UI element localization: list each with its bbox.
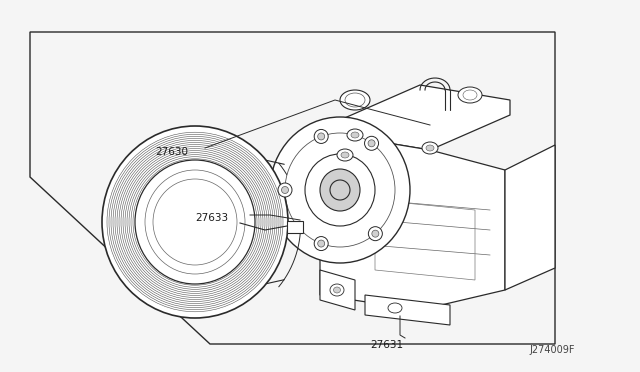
Ellipse shape (278, 183, 292, 197)
Ellipse shape (463, 90, 477, 100)
Ellipse shape (426, 145, 434, 151)
Ellipse shape (330, 284, 344, 296)
Ellipse shape (340, 90, 370, 110)
Polygon shape (340, 85, 510, 150)
Ellipse shape (145, 170, 245, 274)
Ellipse shape (314, 129, 328, 144)
Ellipse shape (282, 186, 289, 193)
Polygon shape (365, 295, 450, 325)
Ellipse shape (285, 133, 395, 247)
Ellipse shape (135, 160, 255, 284)
Ellipse shape (330, 180, 350, 200)
Text: 27631: 27631 (370, 340, 403, 350)
Ellipse shape (341, 152, 349, 158)
Ellipse shape (365, 136, 378, 150)
Ellipse shape (333, 287, 340, 293)
Polygon shape (505, 145, 555, 290)
Ellipse shape (422, 142, 438, 154)
Polygon shape (320, 270, 355, 310)
Ellipse shape (388, 303, 402, 313)
Polygon shape (320, 135, 505, 310)
Ellipse shape (337, 149, 353, 161)
Ellipse shape (317, 133, 324, 140)
Ellipse shape (320, 169, 360, 211)
Ellipse shape (458, 87, 482, 103)
Ellipse shape (270, 117, 410, 263)
Polygon shape (30, 32, 555, 344)
Ellipse shape (372, 230, 379, 237)
Bar (287, 221, 303, 233)
Text: J274009F: J274009F (529, 345, 575, 355)
Ellipse shape (314, 237, 328, 251)
Text: 27633: 27633 (195, 213, 228, 223)
Ellipse shape (347, 129, 363, 141)
Ellipse shape (153, 179, 237, 265)
Ellipse shape (345, 93, 365, 107)
Ellipse shape (102, 126, 288, 318)
Ellipse shape (351, 132, 359, 138)
Ellipse shape (368, 140, 375, 147)
Ellipse shape (317, 240, 324, 247)
Ellipse shape (305, 154, 375, 226)
Text: 27630: 27630 (155, 147, 188, 157)
Ellipse shape (369, 227, 382, 241)
